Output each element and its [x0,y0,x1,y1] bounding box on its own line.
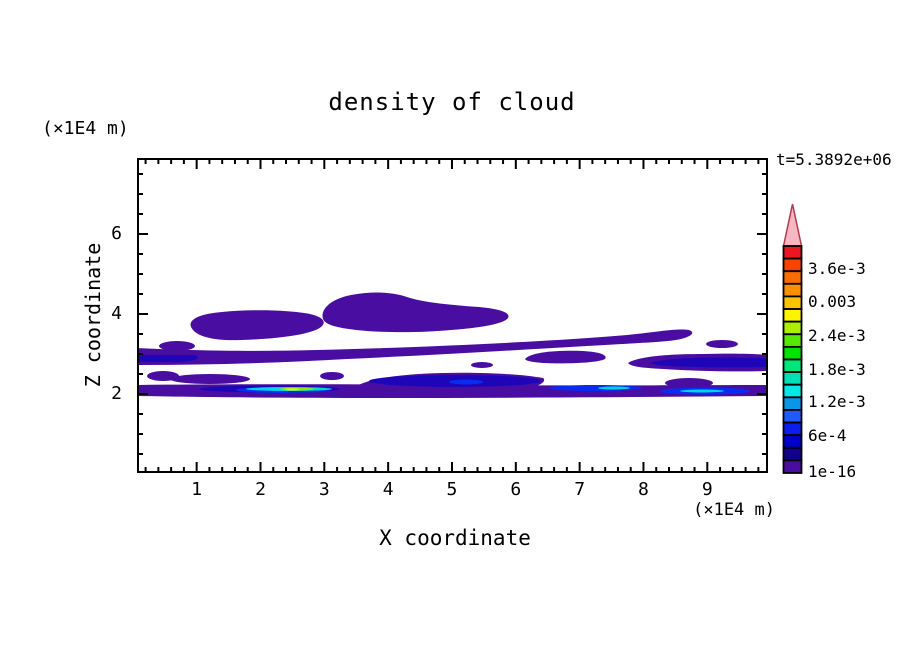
x-axis-unit-label: (×1E4 m) [693,500,775,520]
colorbar-segment [782,421,803,437]
cloud-region-purple [159,341,195,351]
colorbar-segment [782,383,803,399]
x-tick-label: 2 [255,479,266,500]
x-axis-title: X coordinate [379,526,531,550]
y-axis-unit-label: (×1E4 m) [42,118,129,139]
colorbar-segment [782,270,803,285]
colorbar [782,203,803,474]
cloud-region-blue [548,385,642,391]
cloud-region-purple [320,372,344,380]
colorbar-label: 3.6e-3 [808,259,866,278]
x-tick-label: 1 [191,479,203,500]
cloud-region-purple [170,374,250,384]
cloud-region-yellow [285,388,299,391]
colorbar-segment [782,358,803,373]
x-tick-label: 8 [638,479,649,500]
colorbar-label: 2.4e-3 [808,326,866,345]
cloud-region-purple [139,329,693,365]
x-tick-label: 5 [446,479,458,500]
cloud-region-purple [322,292,509,333]
colorbar-segment [782,333,803,348]
x-tick-label: 3 [318,479,330,500]
colorbar-label: 1.2e-3 [808,392,866,411]
time-annotation: t=5.3892e+06 [776,150,892,169]
colorbar-segment [782,245,803,260]
colorbar-label: 1e-16 [808,462,857,481]
x-tick-label: 7 [574,479,586,500]
cloud-region-purple [665,378,713,388]
colorbar-segment [782,371,803,386]
x-tick-label: 4 [382,479,394,500]
colorbar-label: 1.8e-3 [808,360,866,379]
colorbar-segment [782,295,803,310]
colorbar-segment [782,282,803,298]
y-tick-label: 4 [111,303,122,324]
cloud-region-blue [449,379,483,385]
colorbar-segment [782,459,803,474]
colorbar-segment [782,396,803,411]
cloud-region-purple [525,350,606,364]
colorbar-overflow-triangle [782,203,803,247]
y-tick-label: 2 [111,383,122,404]
colorbar-segment [782,308,803,323]
x-tick-label: 9 [701,479,713,500]
chart-title: density of cloud [328,88,576,116]
contour-field [139,292,766,398]
cloud-region-navy [650,357,766,368]
colorbar-segment [782,320,803,336]
colorbar-segment [782,409,803,424]
y-tick-label: 6 [111,223,122,244]
cloud-region-purple [471,362,493,368]
cloud-region-purple [190,310,324,341]
colorbar-label: 6e-4 [808,426,847,445]
x-tick-label: 6 [510,479,522,500]
cloud-region-cyan [598,386,630,390]
colorbar-segment [782,434,803,449]
cloud-region-navy [139,355,198,362]
colorbar-segment [782,257,803,273]
cloud-region-purple [706,340,738,348]
cloud-region-cyan [680,389,724,393]
colorbar-label: 0.003 [808,292,857,311]
colorbar-segment [782,446,803,462]
colorbar-segment [782,345,803,361]
axis-ticks [138,159,767,472]
